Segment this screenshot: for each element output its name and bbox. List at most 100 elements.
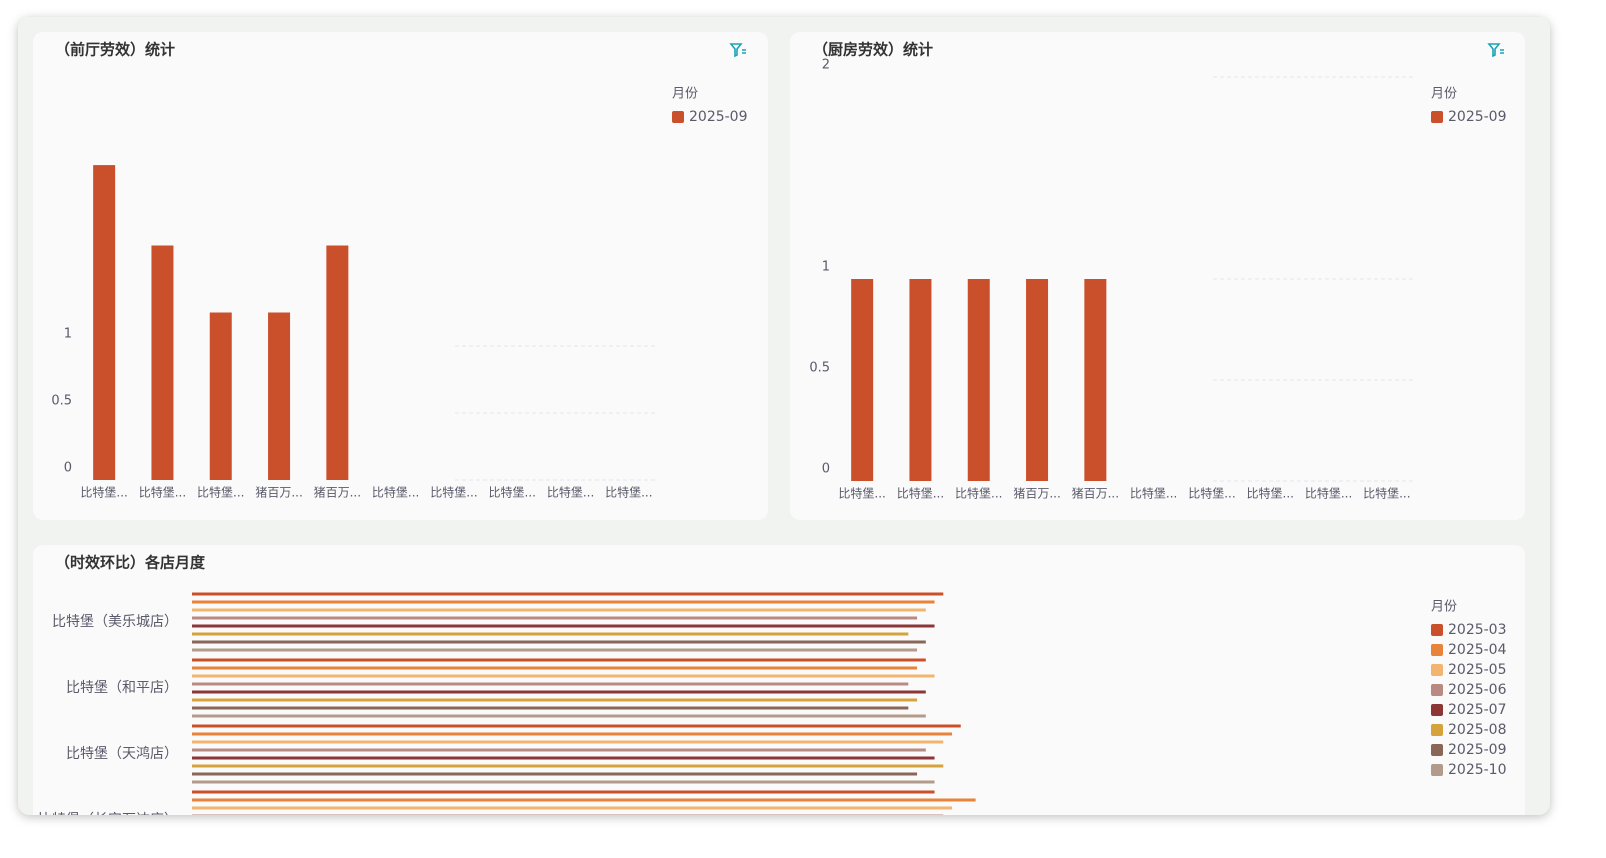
bar [967, 279, 990, 481]
bar [909, 279, 932, 481]
y-tick-label: 0 [822, 462, 830, 477]
y-tick-label: 2 [822, 58, 830, 73]
x-tick-label: 比特堡... [197, 485, 244, 500]
x-tick-label: 比特堡... [838, 486, 885, 501]
x-tick-label: 比特堡... [372, 485, 419, 500]
y-tick-label: 比特堡（和平店） [66, 680, 178, 696]
bar [192, 724, 961, 728]
y-tick-label: 0 [64, 461, 72, 476]
x-tick-label: 比特堡... [547, 485, 594, 500]
x-tick-label: 比特堡... [955, 486, 1002, 501]
legend-label: 2025-09 [1448, 109, 1507, 125]
legend-label: 2025-06 [1448, 682, 1507, 698]
legend-label: 2025-08 [1448, 722, 1507, 738]
bar [192, 740, 944, 744]
x-tick-label: 比特堡... [139, 485, 186, 500]
chart-title: （时效环比）各店月度 [55, 554, 206, 572]
legend-title: 月份 [672, 87, 698, 102]
bar [192, 592, 944, 596]
x-tick-label: 比特堡... [605, 485, 652, 500]
bar [326, 245, 349, 480]
bar [192, 847, 943, 850]
x-tick-label: 比特堡... [80, 485, 127, 500]
x-tick-label: 比特堡... [1363, 486, 1410, 501]
legend-swatch [1431, 764, 1443, 776]
legend-swatch [1431, 624, 1443, 636]
legend-label: 2025-09 [689, 109, 748, 125]
bar [192, 616, 918, 620]
bar [192, 798, 976, 802]
bar [192, 600, 935, 604]
x-tick-label: 比特堡... [1247, 486, 1294, 501]
chart-title: （厨房劳效）统计 [813, 41, 933, 59]
bar [192, 764, 944, 768]
panel [790, 32, 1525, 520]
bar [192, 806, 953, 810]
legend-swatch [1431, 664, 1443, 676]
legend-swatch [1431, 704, 1443, 716]
legend-swatch [1431, 684, 1443, 696]
bar [192, 674, 935, 678]
y-tick-label: 0.5 [809, 361, 830, 376]
bar [192, 682, 909, 686]
legend-swatch [1431, 644, 1443, 656]
panel [33, 545, 1525, 815]
bar [851, 279, 874, 481]
bar [192, 648, 918, 652]
x-tick-label: 猪百万... [314, 486, 361, 500]
legend-label: 2025-04 [1448, 642, 1507, 658]
legend-swatch [1431, 724, 1443, 736]
legend-label: 2025-07 [1448, 702, 1507, 718]
panel [33, 32, 768, 520]
legend-swatch [672, 111, 684, 123]
bar [268, 312, 291, 480]
bar [1084, 279, 1107, 481]
bar [192, 790, 935, 794]
filter-icon[interactable] [729, 43, 746, 58]
bar [192, 814, 944, 815]
legend-label: 2025-09 [1448, 742, 1507, 758]
x-tick-label: 猪百万... [1072, 487, 1119, 501]
legend-label: 2025-10 [1448, 762, 1507, 778]
bar [192, 666, 918, 670]
bar [151, 245, 174, 480]
bar [192, 823, 955, 826]
y-tick-label: 1 [822, 260, 830, 275]
bar [209, 312, 232, 480]
y-tick-label: 0.5 [51, 394, 72, 409]
y-tick-label: 1 [64, 327, 72, 342]
filter-icon[interactable] [1487, 43, 1504, 58]
bar [192, 780, 935, 784]
bar [192, 714, 926, 718]
bar [192, 732, 953, 736]
x-tick-label: 比特堡... [1305, 486, 1352, 501]
x-tick-label: 比特堡... [1188, 486, 1235, 501]
bar [192, 658, 926, 662]
bar [192, 698, 918, 702]
bar [192, 608, 926, 612]
y-tick-label: 比特堡（长安万达店） [38, 812, 178, 828]
bar [1026, 279, 1049, 481]
bar [192, 690, 926, 694]
legend-title: 月份 [1431, 87, 1457, 102]
bar [192, 632, 909, 636]
y-tick-label: 比特堡（美乐城店） [52, 614, 178, 630]
legend-label: 2025-03 [1448, 622, 1507, 638]
legend-label: 2025-05 [1448, 662, 1507, 678]
bar [192, 624, 935, 628]
legend-swatch [1431, 744, 1443, 756]
bar [192, 706, 909, 710]
bar [192, 748, 926, 752]
x-tick-label: 猪百万... [1013, 487, 1060, 501]
bar [192, 839, 935, 842]
chart-title: （前厅劳效）统计 [55, 41, 175, 59]
x-tick-label: 猪百万... [255, 486, 302, 500]
x-tick-label: 比特堡... [430, 485, 477, 500]
bar [192, 756, 935, 760]
bar [192, 831, 926, 834]
x-tick-label: 比特堡... [1130, 486, 1177, 501]
y-tick-label: 比特堡（天鸿店） [66, 745, 178, 762]
bar [93, 165, 116, 480]
